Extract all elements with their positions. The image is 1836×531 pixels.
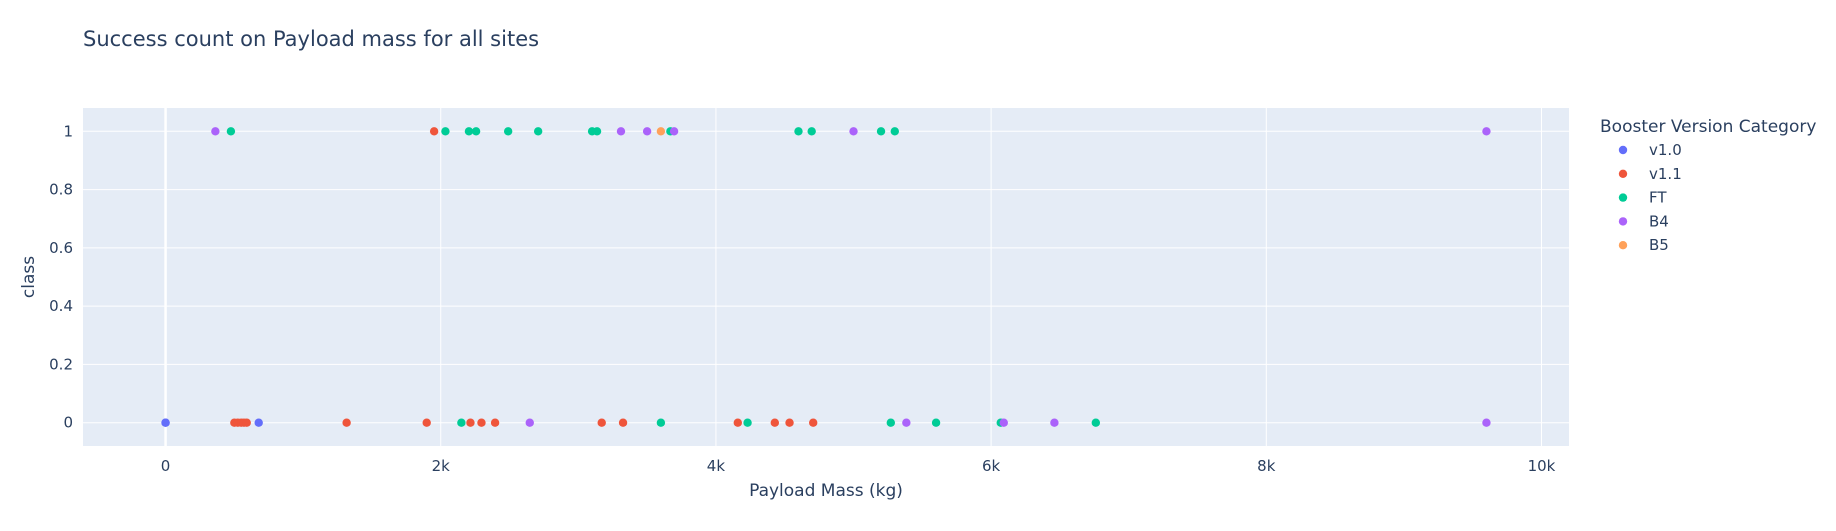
x-tick-label: 4k <box>707 457 726 475</box>
legend-marker <box>1618 169 1628 178</box>
series-v1.0 <box>161 418 263 427</box>
data-point <box>503 127 513 136</box>
series-v1.1 <box>230 127 818 427</box>
data-point <box>441 127 450 136</box>
x-tick-label: 6k <box>982 457 1001 475</box>
legend-label: B5 <box>1649 236 1669 254</box>
data-point <box>931 418 941 427</box>
data-point <box>785 418 794 427</box>
legend-item[interactable]: v1.1 <box>1618 165 1682 183</box>
data-point <box>211 127 220 136</box>
data-point <box>1482 127 1491 136</box>
y-tick-label: 0.6 <box>49 239 73 257</box>
legend-title: Booster Version Category <box>1600 117 1816 137</box>
plot-area <box>83 108 1569 446</box>
data-point <box>886 418 896 427</box>
data-point <box>999 418 1008 427</box>
legend-label: B4 <box>1649 212 1669 230</box>
y-tick-label: 1 <box>63 122 73 140</box>
series-B4 <box>211 127 1491 427</box>
data-point <box>592 127 602 136</box>
data-point <box>533 127 543 136</box>
data-point <box>1050 418 1059 427</box>
data-point <box>597 418 606 427</box>
data-point <box>733 418 743 427</box>
chart-title: Success count on Payload mass for all si… <box>83 27 539 51</box>
data-point <box>466 418 475 427</box>
x-tick-label: 10k <box>1528 457 1556 475</box>
data-point <box>770 418 780 427</box>
x-tick-label: 8k <box>1257 457 1276 475</box>
legend-label: v1.1 <box>1649 165 1682 183</box>
data-point <box>1091 418 1101 427</box>
data-point <box>490 418 500 427</box>
data-point <box>471 127 481 136</box>
legend-label: FT <box>1649 189 1667 207</box>
data-point <box>1482 418 1491 427</box>
x-tick-label: 0 <box>161 457 171 475</box>
data-point <box>342 418 351 427</box>
legend-item[interactable]: FT <box>1618 189 1668 207</box>
data-point <box>809 418 818 427</box>
y-axis: 0 0.2 0.4 0.6 0.8 1 <box>49 122 73 431</box>
legend-marker <box>1618 193 1628 202</box>
data-point <box>642 127 652 136</box>
legend-item[interactable]: B5 <box>1618 236 1669 254</box>
y-tick-label: 0.8 <box>49 181 73 199</box>
y-axis-title: class <box>19 256 39 298</box>
data-point <box>226 127 236 136</box>
series-B5 <box>656 127 666 136</box>
legend-marker <box>1618 241 1628 250</box>
y-tick-label: 0 <box>63 414 73 432</box>
legend: Booster Version Category v1.0 v1.1 FT B4 B5 <box>1600 117 1816 254</box>
grid-lines <box>83 108 1569 446</box>
data-point <box>618 418 628 427</box>
data-point <box>422 418 431 427</box>
data-point <box>669 127 679 136</box>
y-tick-label: 0.4 <box>49 297 73 315</box>
data-point <box>477 418 486 427</box>
data-point <box>429 127 439 136</box>
data-point <box>242 418 251 427</box>
data-point <box>743 418 752 427</box>
data-point <box>616 127 626 136</box>
data-point <box>807 127 816 136</box>
data-point <box>794 127 803 136</box>
legend-item[interactable]: v1.0 <box>1618 141 1682 159</box>
legend-item[interactable]: B4 <box>1618 212 1669 230</box>
data-point <box>525 418 534 427</box>
legend-marker <box>1618 145 1628 155</box>
data-point <box>254 418 263 427</box>
data-point <box>656 418 666 427</box>
y-tick-label: 0.2 <box>49 355 73 373</box>
x-tick-label: 2k <box>432 457 451 475</box>
data-points <box>161 127 1491 427</box>
x-axis: 0 2k 4k 6k 8k 10k <box>161 457 1556 475</box>
data-point <box>849 127 858 136</box>
x-axis-title: Payload Mass (kg) <box>749 481 903 501</box>
data-point <box>902 418 911 427</box>
data-point <box>890 127 899 136</box>
data-point <box>161 418 170 427</box>
legend-marker <box>1618 217 1628 226</box>
data-point <box>656 127 666 136</box>
data-point <box>457 418 466 427</box>
legend-label: v1.0 <box>1649 141 1682 159</box>
data-point <box>464 127 474 136</box>
data-point <box>876 127 886 136</box>
